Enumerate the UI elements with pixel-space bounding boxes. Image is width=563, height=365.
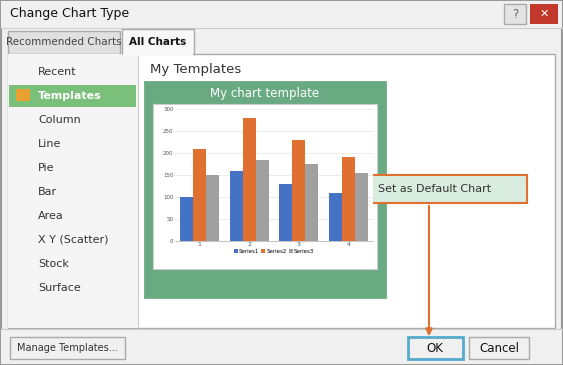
Bar (1, 329, 562, 364)
Bar (256, 160, 269, 241)
Bar (10, 337, 125, 359)
Bar (230, 170, 243, 241)
Bar (243, 118, 256, 241)
Bar (530, 4, 558, 24)
Text: Stock: Stock (38, 259, 69, 269)
Text: Pie: Pie (38, 163, 55, 173)
Bar (145, 82, 385, 297)
Text: X Y (Scatter): X Y (Scatter) (38, 235, 109, 245)
Text: Cancel: Cancel (479, 342, 519, 354)
Text: Area: Area (38, 211, 64, 221)
Bar (16, 89, 30, 101)
Bar (8, 54, 138, 328)
Bar (469, 337, 529, 359)
Bar (329, 193, 342, 241)
Text: Set as Default Chart: Set as Default Chart (378, 184, 491, 194)
Text: Bar: Bar (38, 187, 57, 197)
Bar (153, 104, 377, 269)
Text: My Templates: My Templates (150, 64, 242, 77)
Text: OK: OK (427, 342, 444, 354)
Bar (123, 53, 193, 56)
Text: ✓: ✓ (360, 182, 372, 196)
Text: Change Chart Type: Change Chart Type (10, 8, 129, 20)
Text: Surface: Surface (38, 283, 81, 293)
Text: My chart template: My chart template (211, 88, 320, 100)
Bar (206, 175, 219, 241)
Bar (279, 184, 292, 241)
Text: Manage Templates...: Manage Templates... (17, 343, 117, 353)
Text: Templates: Templates (38, 91, 102, 101)
Bar (352, 175, 527, 203)
Text: ?: ? (512, 8, 518, 20)
Text: Recommended Charts: Recommended Charts (6, 37, 122, 47)
Bar (122, 29, 194, 54)
Bar (408, 337, 463, 359)
Bar (8, 31, 120, 54)
Text: ✕: ✕ (539, 9, 549, 19)
Text: Recent: Recent (38, 67, 77, 77)
Bar (1, 1, 562, 28)
Bar (292, 140, 305, 241)
Text: All Charts: All Charts (129, 37, 186, 47)
Bar (342, 157, 355, 241)
Text: Line: Line (38, 139, 61, 149)
Bar (9, 85, 136, 107)
Bar (181, 197, 193, 241)
Text: Column: Column (38, 115, 81, 125)
Bar (193, 149, 206, 241)
Bar (305, 164, 318, 241)
Bar (8, 54, 555, 328)
Legend: Series1, Series2, Series3: Series1, Series2, Series3 (231, 247, 316, 256)
Bar (355, 173, 368, 241)
Bar (504, 4, 526, 24)
